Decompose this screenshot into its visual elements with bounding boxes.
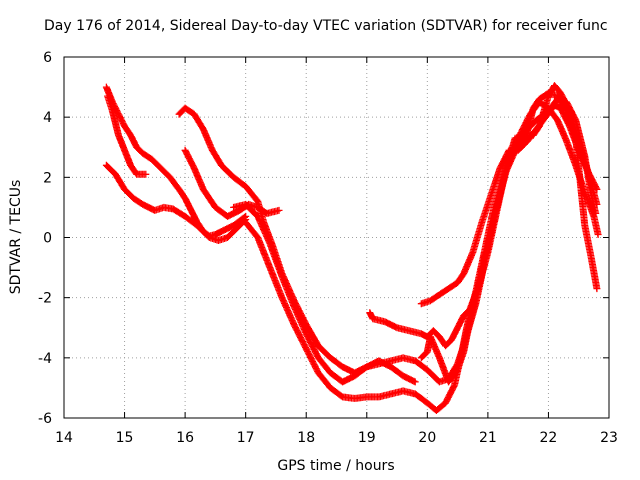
series-markers — [230, 98, 602, 386]
series-markers — [102, 161, 250, 244]
x-axis-label: GPS time / hours — [277, 458, 394, 474]
x-tick-label: 19 — [358, 430, 376, 446]
y-tick-label: -2 — [38, 291, 52, 307]
x-tick-label: 14 — [55, 430, 73, 446]
y-axis-label: SDTVAR / TECUs — [8, 180, 24, 295]
series-track-6 — [230, 98, 602, 386]
x-tick-label: 22 — [540, 430, 558, 446]
series-track-5 — [181, 146, 283, 220]
series-track-2 — [104, 92, 150, 178]
series-markers — [181, 146, 283, 220]
chart-title: Day 176 of 2014, Sidereal Day-to-day VTE… — [44, 18, 608, 34]
y-tick-label: -6 — [38, 411, 52, 427]
y-tick-label: 6 — [43, 50, 52, 66]
grid — [64, 57, 609, 418]
x-tick-label: 21 — [479, 430, 497, 446]
y-tick-label: 0 — [43, 231, 52, 247]
y-tick-label: -4 — [38, 351, 52, 367]
y-tick-label: 2 — [43, 170, 52, 186]
x-tick-label: 23 — [600, 430, 618, 446]
x-tick-label: 15 — [116, 430, 134, 446]
data-points — [102, 82, 602, 414]
x-tick-label: 16 — [176, 430, 194, 446]
series-track-4 — [175, 104, 419, 386]
series-track-10 — [417, 101, 601, 308]
y-tick-label: 4 — [43, 110, 52, 126]
series-track-3 — [102, 161, 250, 244]
plot-frame — [63, 56, 610, 419]
series-markers — [175, 104, 419, 386]
x-tick-label: 17 — [237, 430, 255, 446]
x-tick-label: 18 — [297, 430, 315, 446]
x-tick-label: 20 — [418, 430, 436, 446]
series-markers — [104, 92, 150, 178]
series-markers — [417, 101, 601, 308]
axis-ticks: 14 15 16 17 18 19 20 21 22 23 -6 -4 -2 0 2 4 6 — [38, 50, 618, 446]
